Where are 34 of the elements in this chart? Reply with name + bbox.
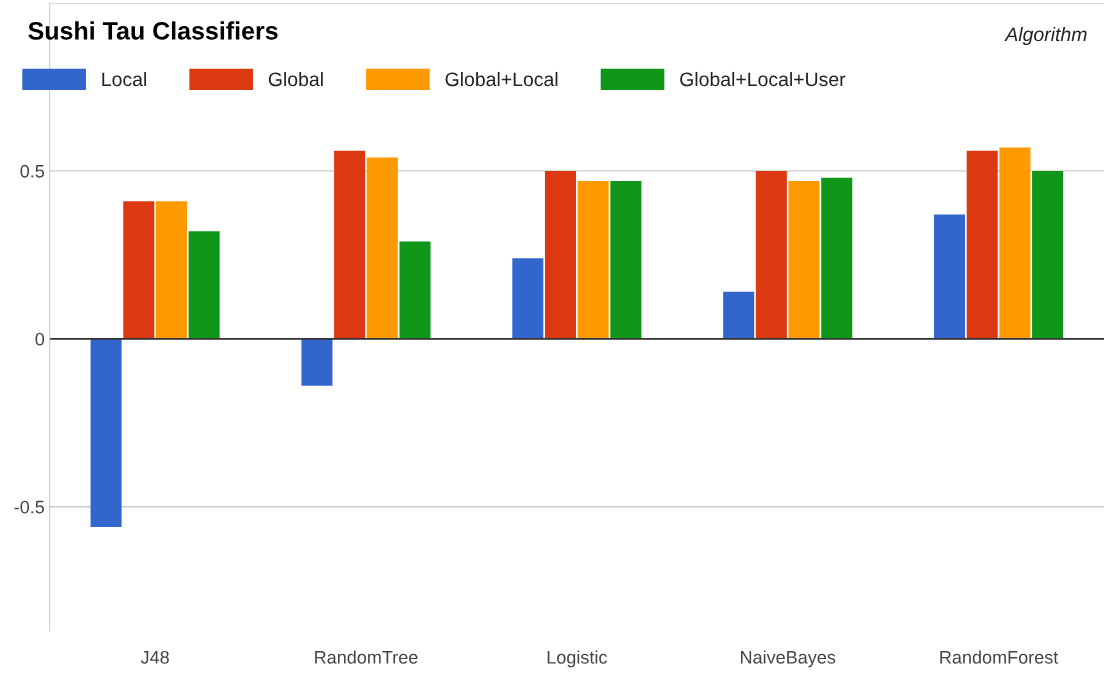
y-tick-label: 0 [35, 332, 45, 346]
bar [512, 258, 544, 339]
text: Sushi Tau Classifiers [28, 21, 278, 40]
legend-label: Global+Local [445, 71, 558, 87]
y-tick-label: 0.5 [20, 164, 45, 178]
bar [90, 338, 122, 527]
bar [301, 338, 333, 386]
bar [123, 201, 155, 339]
x-tick-label: J48 [140, 650, 169, 664]
bar [755, 170, 787, 339]
bar [155, 201, 187, 339]
bar [577, 180, 609, 339]
x-tick-label: RandomTree [315, 650, 418, 664]
bar [399, 241, 431, 339]
bar [334, 150, 366, 339]
bar [999, 147, 1031, 339]
bar [1032, 170, 1064, 339]
legend-label: Global [268, 71, 323, 87]
bar [934, 214, 966, 339]
x-tick-label: Logistic [547, 650, 607, 668]
legend-label: Global+Local+User [680, 71, 846, 87]
bar [610, 180, 642, 339]
bar [788, 180, 820, 339]
bar [188, 231, 220, 339]
x-tick-label: NaiveBayes [741, 650, 836, 668]
bar [821, 177, 853, 339]
bar [544, 170, 577, 339]
x-tick-label: RandomForest [940, 650, 1059, 664]
bar [723, 291, 755, 339]
legend-label: Local [102, 71, 146, 87]
annotation: Algorithm [1004, 26, 1087, 46]
bar [966, 150, 998, 339]
bar [366, 157, 398, 339]
y-tick-label: -0.5 [14, 500, 45, 514]
